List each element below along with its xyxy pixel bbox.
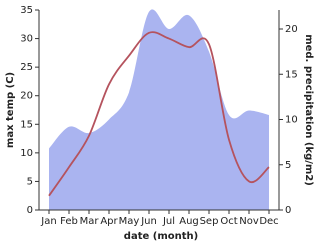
x-tick-label: Dec (259, 216, 278, 227)
precipitation-area (49, 9, 269, 211)
temperature-line (48, 31, 270, 197)
x-tick-label: Apr (100, 216, 118, 227)
x-tick-label: Jan (40, 216, 56, 227)
y-tick-label: 30 (20, 34, 33, 45)
x-tick-label: Oct (220, 216, 237, 227)
y-tick-label: 15 (20, 119, 33, 130)
x-tick-label: May (119, 216, 140, 227)
x-tick-label: Nov (239, 216, 259, 227)
y-tick-label: 35 (20, 5, 33, 16)
x-tick-label: Sep (200, 216, 219, 227)
y-tick-label: 20 (20, 91, 33, 102)
x-tick-label: Mar (80, 216, 100, 227)
y-axis-label: max temp (C) (5, 72, 16, 148)
x-tick-label: Aug (179, 216, 199, 227)
y-tick-label: 10 (20, 148, 33, 159)
x-tick-label: Feb (60, 216, 78, 227)
y2-tick-label: 0 (285, 205, 291, 216)
y2-tick-label: 20 (285, 24, 298, 35)
y2-tick-label: 10 (285, 115, 298, 126)
y-tick-label: 5 (27, 176, 33, 187)
y-tick-label: 0 (27, 205, 33, 216)
x-tick-label: Jul (162, 216, 175, 227)
y2-tick-label: 15 (285, 69, 298, 80)
x-tick-label: Jun (140, 216, 157, 227)
y2-axis-label: med. precipitation (kg/m2) (303, 34, 314, 186)
x-axis-label: date (month) (124, 231, 198, 242)
y2-tick-label: 5 (285, 160, 291, 171)
y-tick-label: 25 (20, 62, 33, 73)
